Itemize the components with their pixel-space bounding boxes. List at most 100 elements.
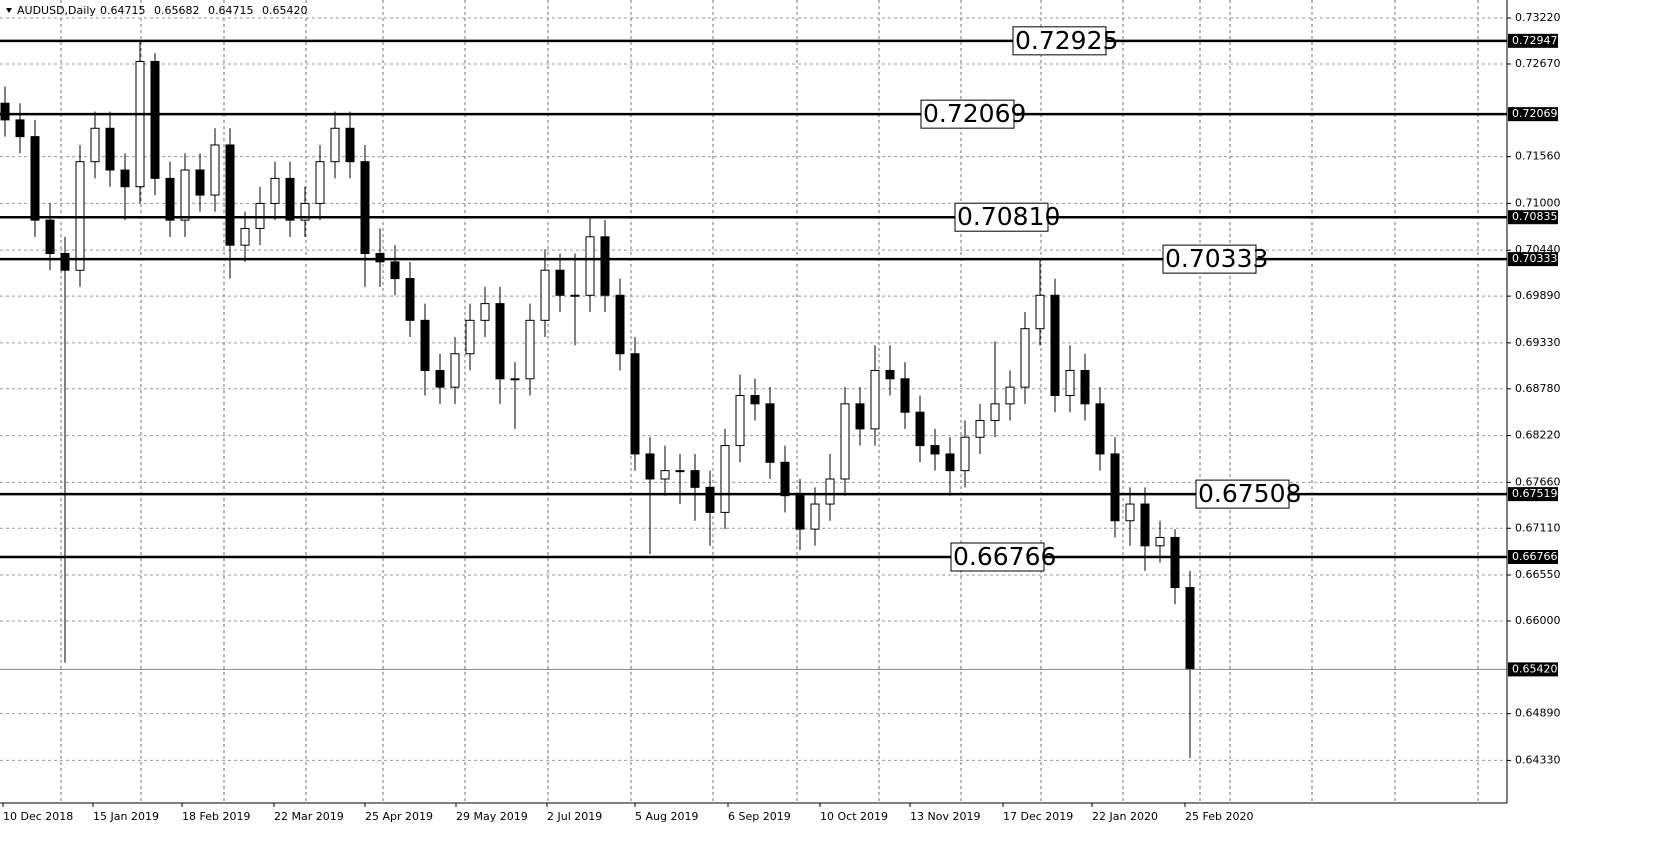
header-value: 0.64715 [100, 4, 146, 17]
candle-body [915, 411, 925, 447]
candle-body [960, 436, 970, 472]
x-tick-label: 10 Oct 2019 [820, 810, 888, 823]
candle-body [1080, 369, 1090, 405]
candle-body [975, 420, 985, 438]
x-tick-label: 22 Jan 2020 [1092, 810, 1158, 823]
y-tick-label: 0.64330 [1515, 753, 1561, 766]
candle-body [1065, 369, 1075, 396]
candle-body [705, 486, 715, 513]
y-tick-label: 0.71560 [1515, 150, 1561, 163]
candle-body [810, 503, 820, 530]
x-tick-label: 5 Aug 2019 [635, 810, 698, 823]
level-annotation: 0.70333 [1165, 244, 1268, 273]
level-annotation-box [1195, 479, 1290, 509]
candle-body [420, 319, 430, 371]
candle-body [30, 136, 40, 221]
x-tick-label: 22 Mar 2019 [274, 810, 344, 823]
candle-body [465, 319, 475, 355]
candle-body [225, 144, 235, 246]
candle-body [360, 161, 370, 255]
candle-body [150, 60, 160, 179]
level-annotation: 0.72925 [1015, 26, 1118, 55]
current-price-box [1508, 662, 1558, 677]
level-axis-label: 0.72947 [1512, 34, 1558, 47]
candle-body [1110, 453, 1120, 522]
candle-body [570, 294, 580, 297]
candle-body [525, 319, 535, 380]
candle-body [45, 219, 55, 255]
candle-body [330, 127, 340, 163]
candle-body [855, 403, 865, 430]
y-tick-label: 0.72670 [1515, 57, 1561, 70]
level-axis-label: 0.72069 [1512, 107, 1558, 120]
level-axis-box [1508, 487, 1558, 502]
candle-body [750, 394, 760, 405]
candle-body [840, 403, 850, 480]
candle-body [825, 478, 835, 505]
candle-body [285, 177, 295, 221]
x-tick-label: 6 Sep 2019 [728, 810, 791, 823]
level-axis-label: 0.70835 [1512, 210, 1558, 223]
x-tick-label: 10 Dec 2018 [3, 810, 73, 823]
level-annotation-box [954, 202, 1049, 232]
x-tick-label: 2 Jul 2019 [547, 810, 602, 823]
y-tick-label: 0.69330 [1515, 336, 1561, 349]
candle-body [435, 369, 445, 388]
level-axis-box [1508, 252, 1558, 267]
candle-body [105, 127, 115, 171]
candle-body [480, 303, 490, 321]
candle-body [390, 261, 400, 280]
candle-body [315, 161, 325, 204]
candle-body [1020, 328, 1030, 388]
level-annotation: 0.66766 [953, 542, 1056, 571]
candle-body [780, 461, 790, 497]
level-axis-label: 0.70333 [1512, 252, 1558, 265]
candle-body [165, 177, 175, 221]
candle-body [645, 453, 655, 480]
header-value: 0.64715 [208, 4, 254, 17]
candle-body [195, 169, 205, 196]
level-annotation-box [1162, 244, 1257, 274]
candle-body [540, 269, 550, 321]
candle-body [660, 470, 670, 480]
level-annotation: 0.70810 [957, 202, 1060, 231]
level-annotation-box [950, 542, 1045, 572]
level-annotation-box [1012, 26, 1107, 56]
candle-body [945, 453, 955, 472]
candle-body [1155, 536, 1165, 547]
header-value: 0.65682 [154, 4, 200, 17]
candle-body [90, 127, 100, 163]
candle-body [510, 378, 520, 381]
candle-body [1005, 386, 1015, 405]
level-axis-box [1508, 107, 1558, 122]
level-axis-label: 0.66766 [1512, 550, 1558, 563]
candle-body [765, 403, 775, 463]
candle-body [600, 236, 610, 296]
level-axis-box [1508, 33, 1558, 48]
candle-body [0, 102, 10, 121]
header-value: 0.65420 [262, 4, 308, 17]
candle-body [1035, 294, 1045, 330]
x-tick-label: 15 Jan 2019 [93, 810, 159, 823]
menu-arrow[interactable] [6, 8, 12, 13]
y-tick-label: 0.68220 [1515, 429, 1561, 442]
candle-body [270, 177, 280, 204]
y-tick-label: 0.64890 [1515, 707, 1561, 720]
x-tick-label: 25 Feb 2020 [1185, 810, 1253, 823]
candle-body [990, 403, 1000, 422]
candle-body [210, 144, 220, 196]
candle-body [1095, 403, 1105, 455]
y-tick-label: 0.66550 [1515, 568, 1561, 581]
candle-body [255, 202, 265, 229]
x-tick-label: 29 May 2019 [456, 810, 528, 823]
current-price-label: 0.65420 [1512, 662, 1558, 675]
candle-body [930, 445, 940, 455]
level-axis-label: 0.67519 [1512, 487, 1558, 500]
candle-body [300, 202, 310, 221]
candle-body [795, 495, 805, 530]
candle-body [1140, 503, 1150, 547]
candle-body [135, 60, 145, 188]
candle-body [450, 353, 460, 388]
y-tick-label: 0.66000 [1515, 614, 1561, 627]
